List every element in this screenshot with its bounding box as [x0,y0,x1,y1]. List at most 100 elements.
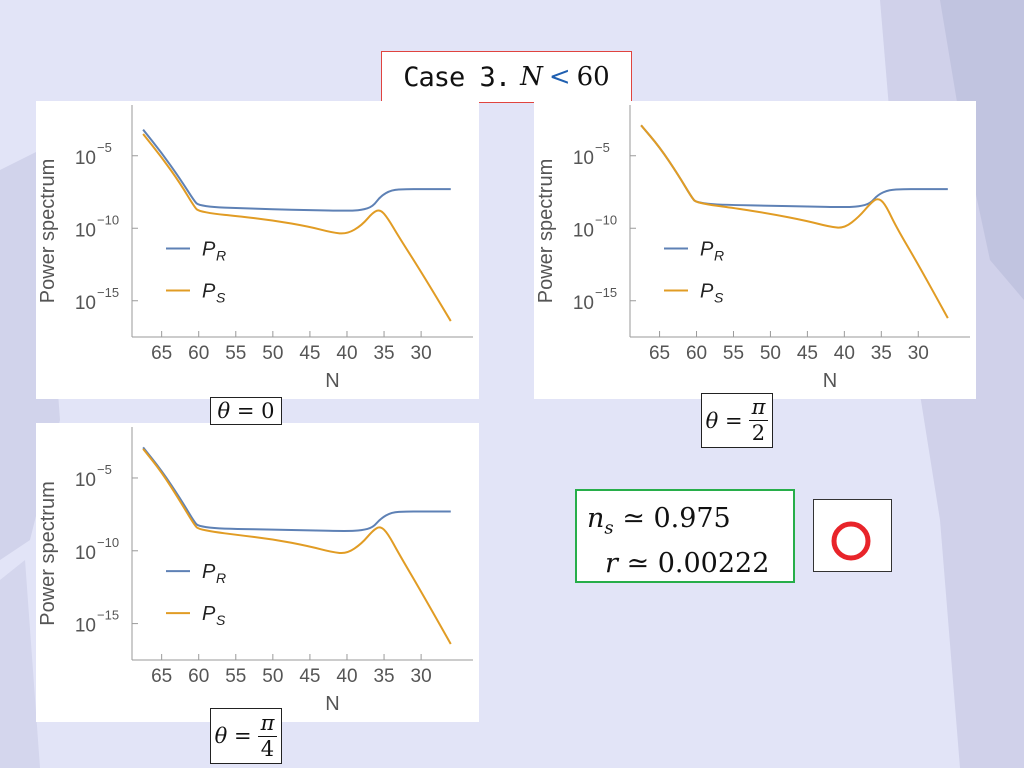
legend-subscript: R [216,570,226,586]
y-tick-exponent: −15 [97,608,119,623]
y-tick-label: 10 [573,220,594,241]
legend-subscript: S [714,290,724,306]
verdict-box [813,499,892,572]
y-tick-label: 10 [75,148,96,169]
x-tick-label: 65 [151,343,172,364]
legend-label: P [700,281,714,303]
theta-symbol: θ [217,399,231,423]
x-tick-label: 55 [225,666,246,687]
x-tick-label: 45 [299,343,320,364]
x-tick-label: 55 [225,343,246,364]
x-tick-label: 35 [373,343,394,364]
r-value: ≃ 0.00222 [626,548,770,580]
legend-label: P [700,239,714,261]
x-tick-label: 50 [262,666,283,687]
legend-label: P [202,239,216,261]
x-tick-label: 60 [188,666,209,687]
x-tick-label: 40 [336,666,357,687]
y-axis-label: Power spectrum [37,481,59,626]
y-tick-label: 10 [573,293,594,314]
title-value: 60 [576,62,610,92]
x-tick-label: 65 [649,343,670,364]
series-line-P_S [142,448,452,645]
y-tick-label: 10 [75,470,96,491]
slide-title: Case 3. N <60 [381,51,632,103]
legend-subscript: R [714,248,724,264]
theta-symbol: θ [214,724,228,748]
series-line-P_R [640,124,948,209]
theta-eq: = [233,724,252,748]
y-tick-label: 10 [75,543,96,564]
r-line: r ≃ 0.00222 [587,546,793,582]
chart-panel-top-right: 10 −5 10 −10 10 −15 65 60 55 50 45 40 35 30 N Power spe… [534,101,976,399]
theta-denominator: 4 [260,736,275,761]
x-tick-label: 60 [686,343,707,364]
x-tick-label: 50 [262,343,283,364]
title-var: N [520,62,543,92]
theta-eq: = [724,408,743,433]
y-axis-label: Power spectrum [37,159,59,304]
x-axis-label: N [325,370,339,392]
x-tick-label: 50 [760,343,781,364]
ns-value: ≃ 0.975 [622,503,731,534]
y-tick-exponent: −15 [97,285,119,300]
theta-value: 0 [261,399,275,423]
theta-denominator: 2 [751,421,766,445]
result-box: ns ≃ 0.975 r ≃ 0.00222 [575,489,795,583]
y-tick-label: 10 [75,616,96,637]
circle-mark-icon [831,521,871,561]
y-tick-exponent: −5 [595,140,610,155]
x-tick-label: 30 [411,666,432,687]
x-tick-label: 60 [188,343,209,364]
ns-symbol: n [587,503,605,534]
title-condition: N <60 [520,62,610,92]
title-prefix: Case 3. [403,61,511,93]
ns-line: ns ≃ 0.975 [587,501,793,546]
x-tick-label: 40 [834,343,855,364]
x-axis-label: N [823,370,837,392]
title-operator: < [548,62,571,92]
y-tick-exponent: −5 [97,462,112,477]
legend-subscript: S [216,290,226,306]
series-line-P_R [142,446,451,532]
theta-label-0: θ = 0 [210,397,282,425]
y-tick-exponent: −10 [97,535,119,550]
x-tick-label: 30 [908,343,929,364]
x-tick-label: 35 [871,343,892,364]
x-tick-label: 35 [373,666,394,687]
y-tick-label: 10 [75,220,96,241]
x-tick-label: 65 [151,666,172,687]
legend-subscript: R [216,248,226,264]
theta-numerator: π [257,712,278,737]
x-tick-label: 55 [723,343,744,364]
chart-panel-top-left: 10 −5 10 −10 10 −15 65 60 55 50 45 40 35 30 N Power spe… [36,101,479,399]
y-tick-label: 10 [573,148,594,169]
theta-symbol: θ [705,408,719,433]
legend-label: P [202,281,216,303]
x-tick-label: 40 [336,343,357,364]
ns-subscript: s [604,517,614,539]
y-tick-label: 10 [75,293,96,314]
y-tick-exponent: −5 [97,140,112,155]
y-tick-exponent: −15 [595,285,617,300]
y-tick-exponent: −10 [97,212,119,227]
legend-subscript: S [216,612,226,628]
x-tick-label: 45 [299,666,320,687]
x-tick-label: 45 [797,343,818,364]
theta-eq: = [236,399,255,423]
r-symbol: r [605,548,618,580]
series-line-P_R [142,129,451,212]
y-axis-label: Power spectrum [535,159,557,304]
theta-numerator: π [748,397,769,421]
legend-label: P [202,561,216,583]
y-tick-exponent: −10 [595,212,617,227]
chart-panel-bottom-left: 10 −5 10 −10 10 −15 65 60 55 50 45 40 35 30 N Power spe… [36,423,479,722]
x-tick-label: 30 [411,343,432,364]
